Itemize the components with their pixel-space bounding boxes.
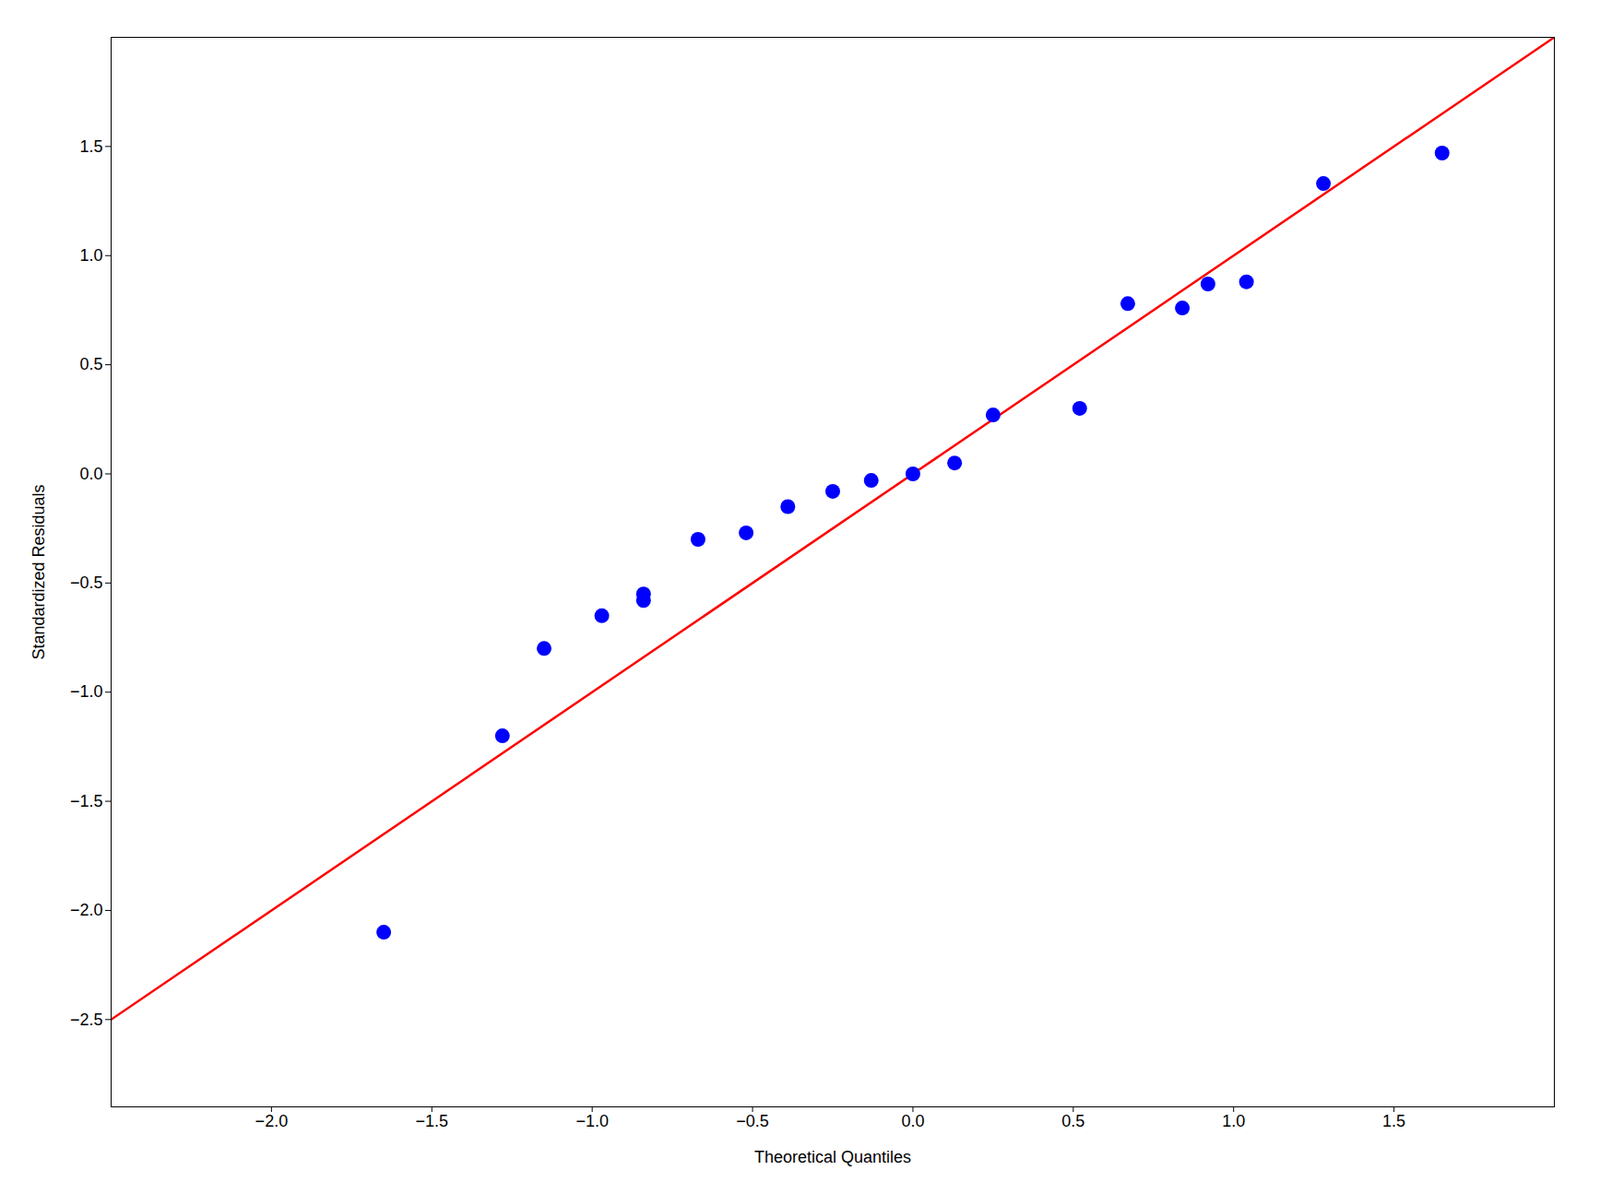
svg-text:−1.5: −1.5 [415, 1112, 450, 1131]
svg-text:Theoretical Quantiles: Theoretical Quantiles [754, 1148, 912, 1167]
svg-text:−2.5: −2.5 [70, 1010, 104, 1030]
svg-text:1.0: 1.0 [1221, 1112, 1245, 1131]
svg-text:−0.5: −0.5 [70, 573, 104, 593]
svg-text:−0.5: −0.5 [735, 1112, 770, 1131]
svg-text:−1.5: −1.5 [70, 792, 104, 811]
svg-text:−1.0: −1.0 [575, 1112, 609, 1131]
svg-text:−2.0: −2.0 [255, 1112, 289, 1131]
svg-text:0.0: 0.0 [79, 464, 103, 484]
svg-text:0.5: 0.5 [79, 355, 103, 374]
svg-text:Standardized Residuals: Standardized Residuals [29, 484, 48, 660]
svg-text:1.5: 1.5 [1382, 1112, 1406, 1131]
svg-text:−2.0: −2.0 [70, 900, 104, 920]
svg-text:0.5: 0.5 [1061, 1112, 1085, 1131]
svg-text:0.0: 0.0 [900, 1112, 925, 1131]
svg-text:1.0: 1.0 [79, 246, 103, 265]
svg-text:1.5: 1.5 [79, 137, 103, 156]
svg-text:−1.0: −1.0 [70, 682, 104, 701]
